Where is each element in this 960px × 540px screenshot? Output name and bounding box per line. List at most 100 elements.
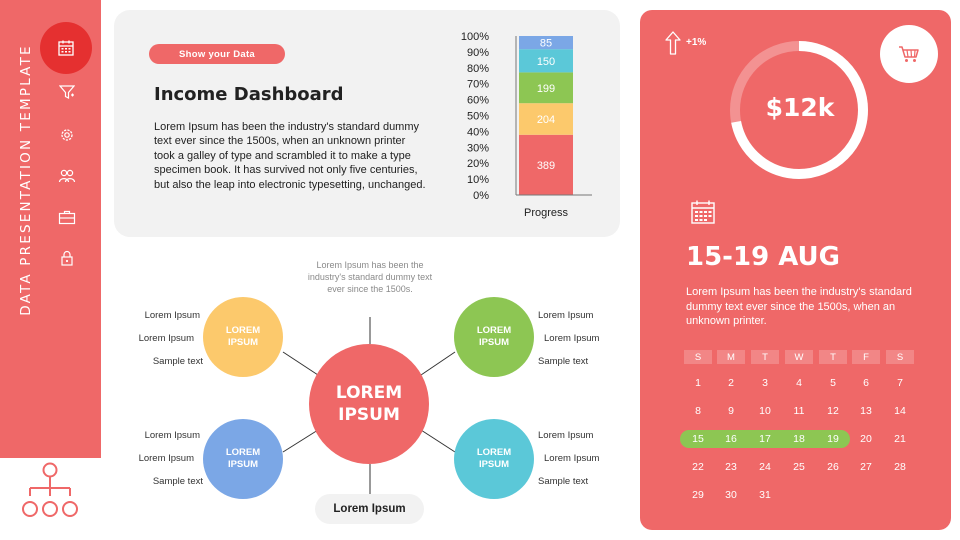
calendar-day-selected[interactable]: 15 [692,433,704,445]
node-label: Sample text [152,356,203,367]
calendar-day[interactable]: 7 [897,377,903,389]
calendar-day[interactable]: 6 [863,377,869,389]
y-tick-label: 50% [467,111,489,123]
progress-ring-fill [730,41,868,179]
calendar-day[interactable]: 5 [830,377,836,389]
calendar-day[interactable]: 22 [692,461,704,473]
node-label: Sample text [152,476,203,487]
calendar-icon[interactable] [40,22,92,74]
y-tick-label: 100% [461,31,489,43]
cart-button[interactable] [880,25,938,83]
node-label: Lorem Ipsum [544,333,600,344]
mindmap-node-top-left: LOREM IPSUM [203,297,283,377]
dashboard-description: Lorem Ipsum has been the industry's stan… [154,121,426,191]
calendar-day[interactable]: 23 [725,461,737,473]
calendar-day-selected[interactable]: 16 [725,433,737,445]
calendar-day[interactable]: 13 [860,405,872,417]
mindmap-center-line2: IPSUM [338,405,400,425]
briefcase-icon[interactable] [50,200,84,234]
y-tick-label: 90% [467,47,489,59]
mindmap-caption: Lorem Ipsum has been the industry's stan… [307,260,433,294]
calendar-day-selected[interactable]: 19 [827,433,839,445]
calendar-day[interactable]: 10 [759,405,771,417]
progress-ring [730,41,868,179]
gear-icon[interactable] [50,118,84,152]
calendar-day[interactable]: 9 [728,405,734,417]
calendar-day[interactable]: 2 [728,377,734,389]
calendar-day[interactable]: 4 [796,377,802,389]
calendar-day[interactable]: 27 [860,461,872,473]
calendar-day-selected[interactable]: 17 [759,433,771,445]
y-tick-label: 10% [467,174,489,186]
bar-segment [519,49,573,73]
mindmap-center-line1: LOREM [335,383,403,403]
node-line2: IPSUM [478,337,510,348]
calendar-day[interactable]: 20 [860,433,872,445]
mindmap-center: LOREM IPSUM [309,344,429,464]
org-chart-icon [0,458,101,540]
node-line1: LOREM [225,325,261,336]
data-label: 389 [537,160,555,172]
progress-chart-svg: 0% 10% 20% 30% 40% 50% 60% 70% 80% 90% 100% 389 204 1… [461,31,593,219]
calendar-day[interactable]: 28 [894,461,906,473]
calendar-day[interactable]: 12 [827,405,839,417]
mindmap-node-bottom-right: LOREM IPSUM [454,419,534,499]
node-line2: IPSUM [478,459,510,470]
dashboard-title: Income Dashboard [154,84,344,105]
node-line1: LOREM [476,325,512,336]
y-tick-label: 30% [467,142,489,154]
calendar-day[interactable]: 14 [894,405,906,417]
funnel-icon[interactable] [50,75,84,109]
calendar-day-selected[interactable]: 18 [793,433,805,445]
mindmap-bottom-pill[interactable]: Lorem Ipsum [315,494,424,524]
bar-segment [519,72,573,104]
calendar-day[interactable]: 11 [793,405,805,417]
node-line1: LOREM [476,447,512,458]
selected-week-highlight [680,430,850,448]
users-icon[interactable] [50,159,84,193]
data-label: 85 [540,38,552,50]
mindmap-node-bottom-left: LOREM IPSUM [203,419,283,499]
node-label: Lorem Ipsum [538,430,594,441]
weekday-header: T [751,350,779,364]
node-label: Lorem Ipsum [138,453,194,464]
x-axis-label: Progress [524,207,569,219]
bar-segment [519,36,573,50]
calendar-day[interactable]: 21 [894,433,906,445]
node-label: Lorem Ipsum [144,310,200,321]
cart-icon [899,46,919,62]
weekday-header: W [785,350,813,364]
y-tick-label: 0% [473,190,489,202]
sidebar: DATA PRESENTATION TEMPLATE [0,0,101,540]
calendar-day[interactable]: 3 [762,377,768,389]
y-tick-label: 20% [467,158,489,170]
calendar-icon [691,200,715,224]
calendar-day[interactable]: 8 [695,405,701,417]
show-data-button[interactable]: Show your Data [149,44,285,64]
y-tick-label: 60% [467,95,489,107]
data-label: 150 [537,56,555,68]
node-label: Sample text [538,356,589,367]
progress-chart: 0% 10% 20% 30% 40% 50% 60% 70% 80% 90% 100% 389 204 1… [452,28,593,228]
calendar-day[interactable]: 30 [725,489,737,501]
calendar-day[interactable]: 24 [759,461,771,473]
calendar-day[interactable]: 25 [793,461,805,473]
node-line2: IPSUM [227,459,259,470]
stats-description: Lorem Ipsum has been the industry's stan… [686,286,912,327]
date-range: 15-19 AUG [686,242,840,272]
data-label: 199 [537,83,555,95]
node-label: Lorem Ipsum [544,453,600,464]
calendar-day[interactable]: 26 [827,461,839,473]
calendar-day[interactable]: 1 [695,377,701,389]
calendar-day[interactable]: 29 [692,489,704,501]
node-label: Lorem Ipsum [538,310,594,321]
lock-icon[interactable] [50,241,84,275]
node-label: Lorem Ipsum [138,333,194,344]
calendar-day[interactable]: 31 [759,489,771,501]
weekday-header: M [717,350,745,364]
node-label: Sample text [538,476,589,487]
weekday-header: F [852,350,880,364]
bar-segment [519,134,573,195]
